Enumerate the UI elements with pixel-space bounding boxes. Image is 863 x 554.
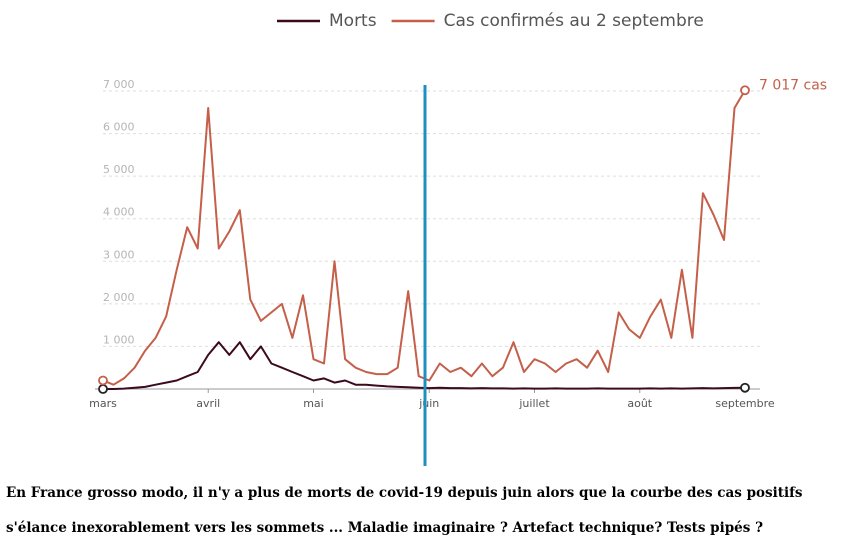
y-tick-label: 2 000 [103, 291, 135, 304]
legend-label: Morts [329, 11, 377, 31]
y-tick-label: 4 000 [103, 206, 135, 219]
plot: 1 000 2 000 3 000 4 000 5 000 6 000 7 000 mars a… [89, 11, 827, 410]
x-tick-label: septembre [715, 397, 775, 410]
y-tick-label: 7 000 [103, 78, 135, 91]
end-marker [740, 85, 750, 96]
caption-line: s'élance inexorablement vers les sommets… [6, 520, 763, 536]
y-tick-label: 6 000 [103, 121, 135, 134]
y-tick-label: 1 000 [103, 333, 135, 346]
end-marker [98, 375, 108, 386]
end-marker [740, 382, 750, 393]
x-tick-label: juillet [518, 397, 550, 410]
end-marker [98, 384, 108, 394]
caption-line: En France grosso modo, il n'y a plus de … [6, 485, 803, 501]
x-tick-label: août [627, 397, 652, 410]
y-tick-label: 3 000 [103, 248, 135, 261]
y-tick-label: 5 000 [103, 163, 135, 176]
annotation: 7 017 cas [759, 77, 827, 93]
x-tick-label: juin [418, 397, 439, 410]
x-tick-label: mars [89, 397, 117, 410]
x-tick-label: mai [303, 397, 324, 410]
legend-label: Cas confirmés au 2 septembre [444, 11, 704, 31]
x-tick-label: avril [196, 397, 220, 410]
